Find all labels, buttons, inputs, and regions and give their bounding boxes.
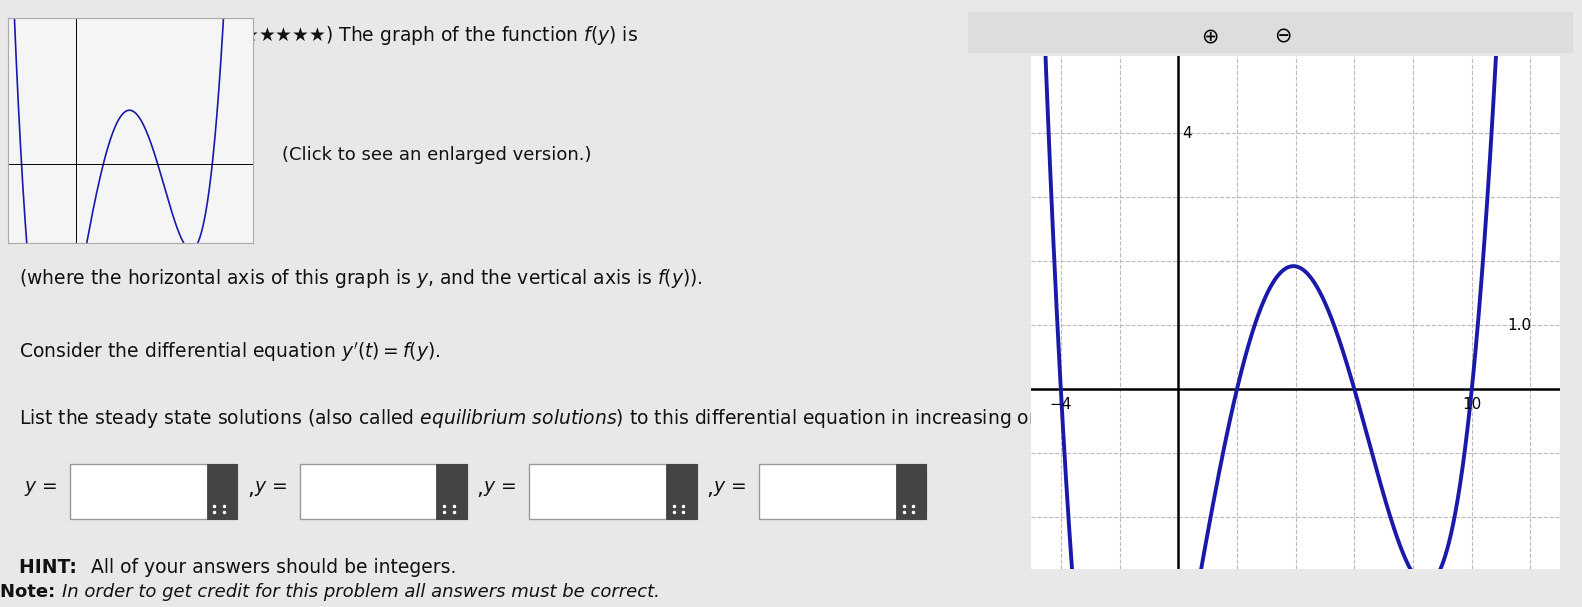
Text: Note:: Note: xyxy=(0,583,62,601)
FancyBboxPatch shape xyxy=(530,464,696,519)
Text: List the steady state solutions (also called $\it{equilibrium\ solutions}$) to t: List the steady state solutions (also ca… xyxy=(19,407,1073,430)
Text: $y$ =: $y$ = xyxy=(484,479,517,498)
Text: $y$ =: $y$ = xyxy=(253,479,286,498)
Text: ⊕: ⊕ xyxy=(1201,27,1218,47)
FancyBboxPatch shape xyxy=(968,12,1573,53)
Text: ,: , xyxy=(706,479,713,498)
Text: 10: 10 xyxy=(1462,397,1481,412)
FancyBboxPatch shape xyxy=(437,464,467,519)
FancyBboxPatch shape xyxy=(895,464,927,519)
Text: Consider the differential equation $y'(t) = f(y)$.: Consider the differential equation $y'(t… xyxy=(19,340,441,364)
Text: HINT:: HINT: xyxy=(19,558,84,577)
FancyBboxPatch shape xyxy=(759,464,927,519)
Text: ,: , xyxy=(476,479,484,498)
FancyBboxPatch shape xyxy=(299,464,467,519)
Text: 4: 4 xyxy=(1183,126,1193,141)
Text: ,: , xyxy=(247,479,253,498)
Text: ($\bigstar\bigstar\bigstar\bigstar\bigstar$) The graph of the function $f(y)$ is: ($\bigstar\bigstar\bigstar\bigstar\bigst… xyxy=(234,24,639,47)
Text: $y$ =: $y$ = xyxy=(24,479,57,498)
Text: ⊖: ⊖ xyxy=(1274,27,1291,47)
FancyBboxPatch shape xyxy=(666,464,696,519)
FancyBboxPatch shape xyxy=(70,464,237,519)
Text: $y$ =: $y$ = xyxy=(713,479,747,498)
Text: (Click to see an enlarged version.): (Click to see an enlarged version.) xyxy=(282,146,592,164)
Text: In order to get credit for this problem all answers must be correct.: In order to get credit for this problem … xyxy=(62,583,660,601)
Text: All of your answers should be integers.: All of your answers should be integers. xyxy=(90,558,456,577)
Text: 1.0: 1.0 xyxy=(1508,317,1531,333)
Text: −4: −4 xyxy=(1049,397,1073,412)
Text: (where the horizontal axis of this graph is $y$, and the vertical axis is $f(y)$: (where the horizontal axis of this graph… xyxy=(19,267,702,290)
FancyBboxPatch shape xyxy=(207,464,237,519)
